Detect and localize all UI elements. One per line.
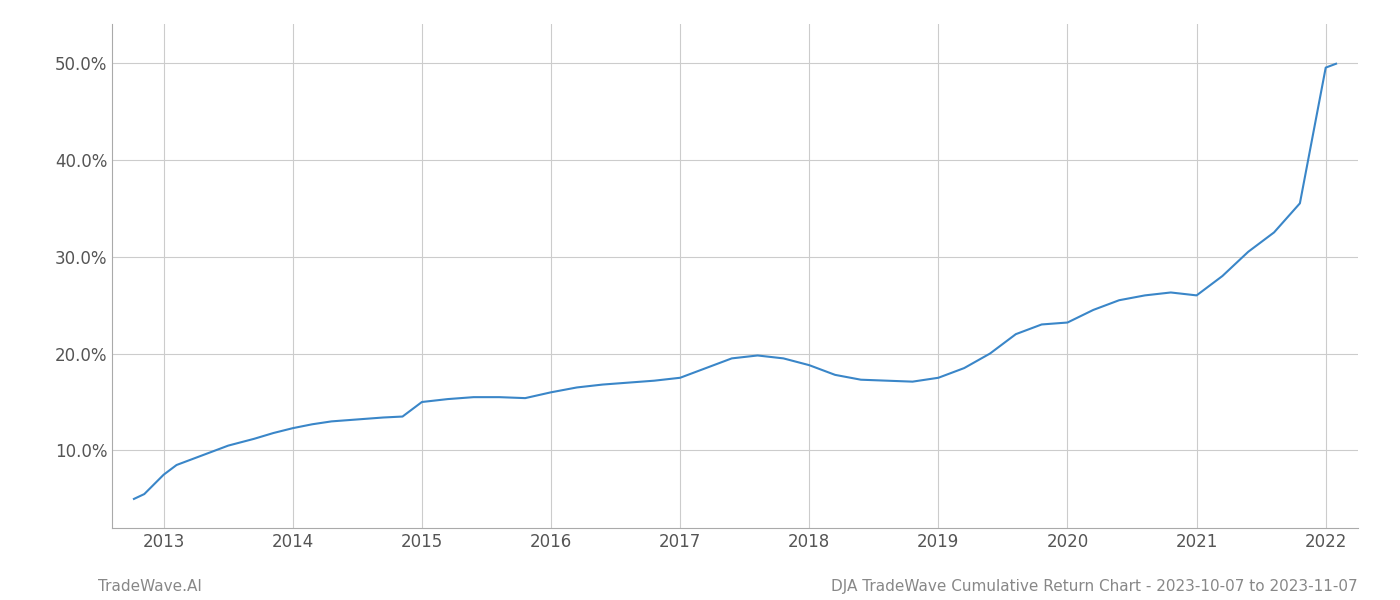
Text: TradeWave.AI: TradeWave.AI xyxy=(98,579,202,594)
Text: DJA TradeWave Cumulative Return Chart - 2023-10-07 to 2023-11-07: DJA TradeWave Cumulative Return Chart - … xyxy=(832,579,1358,594)
